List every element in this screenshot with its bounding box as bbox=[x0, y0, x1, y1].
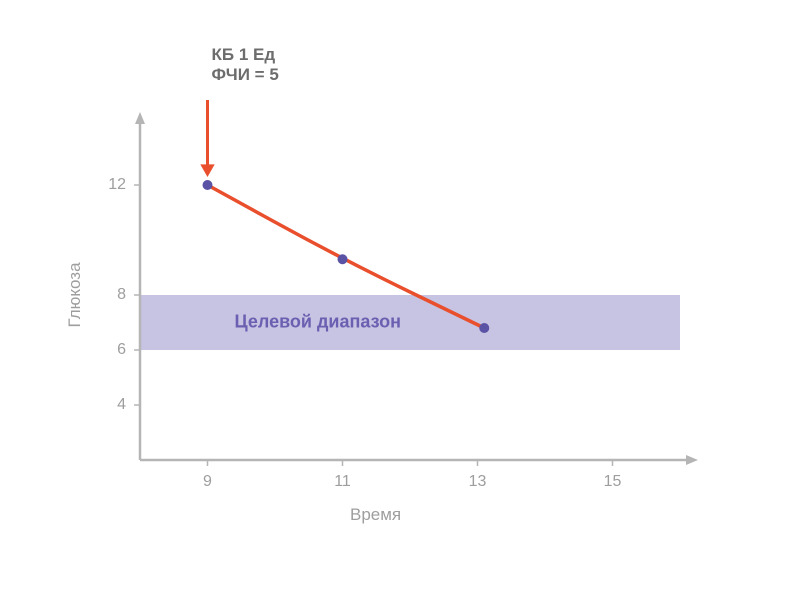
x-tick-label: 15 bbox=[604, 473, 622, 490]
target-range-band bbox=[140, 295, 680, 350]
glucose-series-marker bbox=[479, 323, 489, 333]
x-tick-label: 13 bbox=[469, 473, 487, 490]
glucose-series-marker bbox=[338, 254, 348, 264]
chart-frame: Целевой диапазон 9 11 13 15 4 6 8 12 Время Глюкоза… bbox=[0, 0, 800, 600]
glucose-series-marker bbox=[203, 180, 213, 190]
y-tick-label: 12 bbox=[108, 176, 126, 193]
bolus-annotation-text: ФЧИ = 5 bbox=[212, 65, 279, 84]
x-tick-label: 9 bbox=[203, 473, 212, 490]
y-axis-label: Глюкоза bbox=[65, 262, 84, 328]
y-tick-label: 4 bbox=[117, 396, 126, 413]
x-axis-label: Время bbox=[350, 505, 401, 524]
x-tick-label: 11 bbox=[334, 473, 351, 490]
target-range-label: Целевой диапазон bbox=[235, 311, 401, 331]
y-tick-label: 6 bbox=[117, 341, 126, 358]
bolus-annotation-text: КБ 1 Ед bbox=[212, 45, 276, 64]
chart-svg: Целевой диапазон 9 11 13 15 4 6 8 12 Время Глюкоза… bbox=[0, 0, 800, 600]
glucose-line-chart: Целевой диапазон 9 11 13 15 4 6 8 12 Время Глюкоза… bbox=[0, 0, 800, 600]
y-tick-label: 8 bbox=[117, 286, 126, 303]
